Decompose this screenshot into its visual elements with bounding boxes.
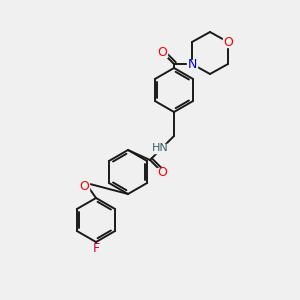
Bar: [91, 244, 101, 253]
Text: O: O: [157, 166, 167, 178]
Bar: [152, 143, 168, 152]
Text: O: O: [157, 46, 167, 59]
Text: O: O: [79, 179, 89, 193]
Text: F: F: [92, 242, 100, 254]
Text: HN: HN: [152, 143, 168, 153]
Bar: [157, 47, 167, 56]
Bar: [157, 167, 167, 176]
Text: O: O: [223, 35, 233, 49]
Bar: [223, 38, 233, 46]
Text: N: N: [187, 58, 197, 70]
Bar: [187, 59, 197, 68]
Bar: [79, 182, 89, 190]
